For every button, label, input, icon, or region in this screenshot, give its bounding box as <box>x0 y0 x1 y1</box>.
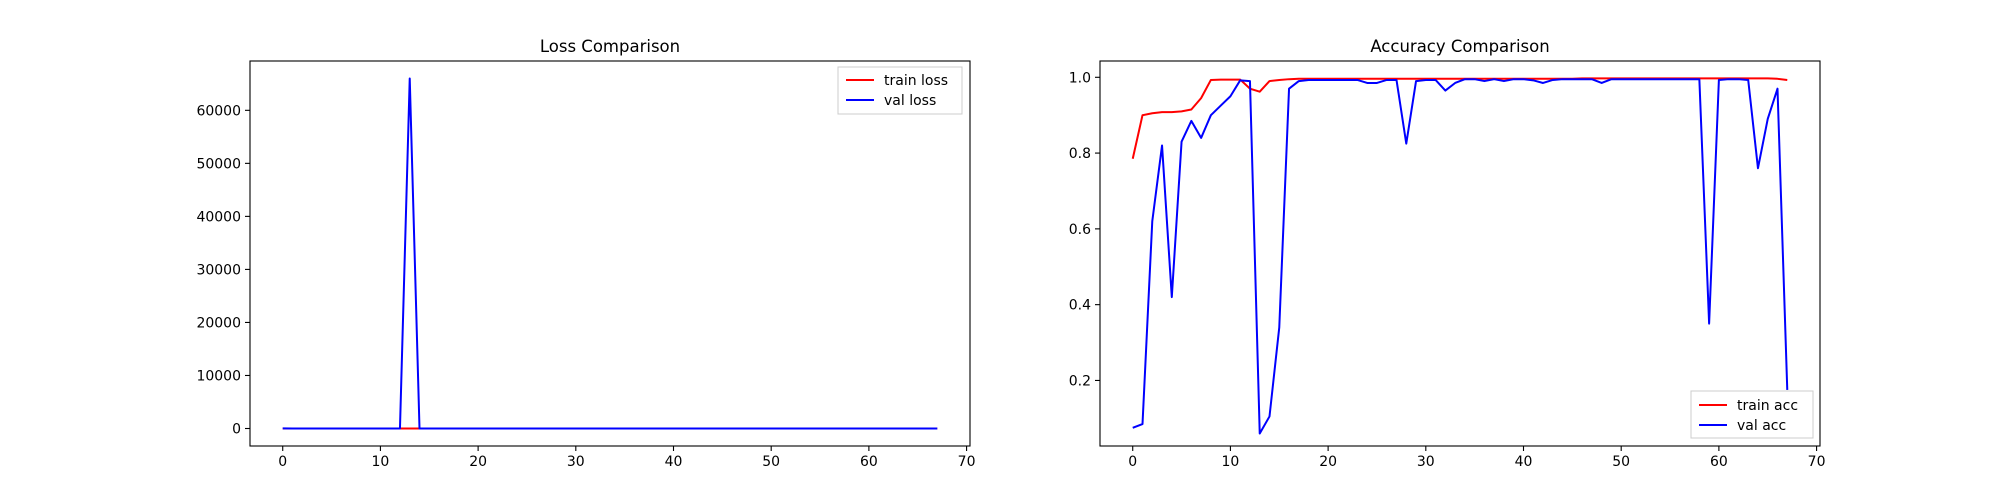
loss-x-axis: 0 10 20 30 40 50 60 70 <box>278 446 975 470</box>
loss-x-tick-label: 70 <box>958 454 976 470</box>
loss-y-tick-label: 10000 <box>196 368 241 384</box>
loss-x-tick-label: 40 <box>665 454 683 470</box>
accuracy-x-tick-label: 40 <box>1515 454 1533 470</box>
accuracy-y-tick-label: 0.6 <box>1069 222 1091 238</box>
legend-label-val-loss: val loss <box>884 93 936 109</box>
accuracy-x-tick-label: 0 <box>1128 454 1137 470</box>
series-line-val-acc <box>1132 78 1789 435</box>
loss-legend: train loss val loss <box>837 66 963 115</box>
accuracy-y-tick-label: 0.2 <box>1069 373 1091 389</box>
loss-plot-frame <box>249 60 971 447</box>
accuracy-x-tick-label: 10 <box>1222 454 1240 470</box>
loss-y-axis: 0 10000 20000 30000 40000 50000 60000 <box>196 103 250 438</box>
accuracy-x-tick-label: 70 <box>1808 454 1826 470</box>
loss-series-lines <box>282 77 938 430</box>
loss-y-tick-label: 40000 <box>196 209 241 225</box>
loss-y-tick-label: 20000 <box>196 315 241 331</box>
accuracy-x-tick-label: 30 <box>1417 454 1435 470</box>
loss-legend-box <box>837 66 963 115</box>
series-line-val-loss <box>282 77 938 430</box>
loss-x-tick-label: 0 <box>278 454 287 470</box>
loss-y-tick-label: 60000 <box>196 103 241 119</box>
accuracy-y-tick-label: 0.8 <box>1069 146 1091 162</box>
accuracy-y-axis: 0.2 0.4 0.6 0.8 1.0 <box>1069 70 1100 389</box>
accuracy-comparison-chart: Accuracy Comparison 0 10 20 30 40 50 60 70 0.20… <box>1069 37 1826 470</box>
accuracy-legend: train acc val acc <box>1690 390 1814 439</box>
accuracy-x-tick-label: 20 <box>1319 454 1337 470</box>
loss-x-tick-label: 60 <box>860 454 878 470</box>
loss-x-tick-label: 10 <box>372 454 390 470</box>
loss-y-tick-label: 30000 <box>196 262 241 278</box>
legend-label-val-acc: val acc <box>1737 418 1786 434</box>
loss-x-tick-label: 20 <box>469 454 487 470</box>
accuracy-chart-title: Accuracy Comparison <box>1370 37 1549 56</box>
loss-x-tick-label: 30 <box>567 454 585 470</box>
loss-y-tick-label: 50000 <box>196 156 241 172</box>
accuracy-y-tick-label: 0.4 <box>1069 298 1091 314</box>
loss-x-tick-label: 50 <box>762 454 780 470</box>
accuracy-y-tick-label: 1.0 <box>1069 70 1091 86</box>
accuracy-x-axis: 0 10 20 30 40 50 60 70 <box>1128 446 1825 470</box>
legend-label-train-loss: train loss <box>884 73 948 89</box>
accuracy-x-tick-label: 60 <box>1710 454 1728 470</box>
legend-label-train-acc: train acc <box>1737 398 1798 414</box>
loss-y-tick-label: 0 <box>232 422 241 438</box>
accuracy-legend-box <box>1690 390 1814 439</box>
accuracy-series-lines <box>1131 77 1789 435</box>
loss-chart-title: Loss Comparison <box>540 37 680 56</box>
accuracy-plot-frame <box>1099 60 1821 447</box>
accuracy-x-tick-label: 50 <box>1612 454 1630 470</box>
loss-comparison-chart: Loss Comparison 0 10 20 30 40 50 60 70 0 10000 20… <box>196 37 975 470</box>
